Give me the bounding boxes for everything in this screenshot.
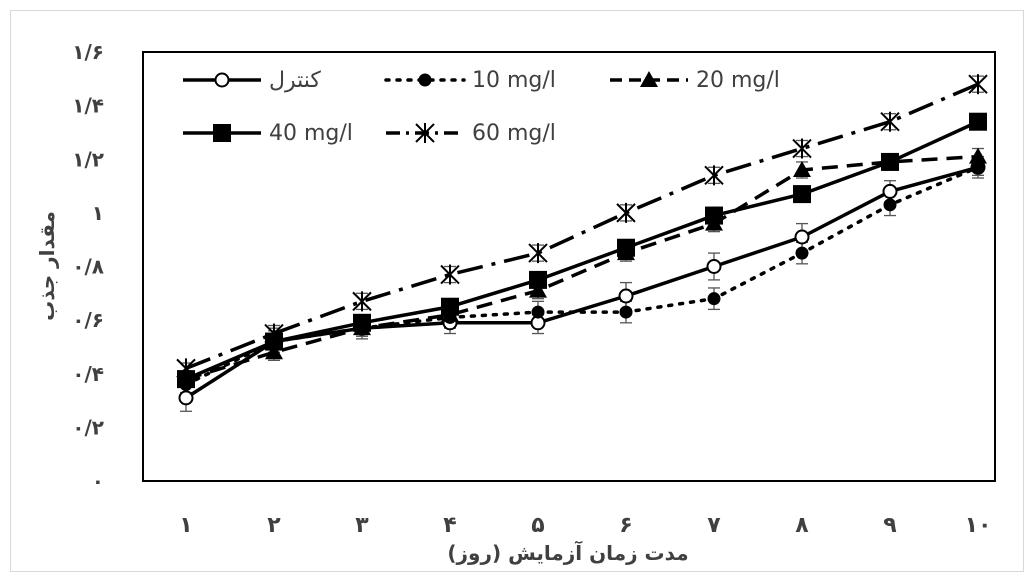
- legend-marker: [415, 123, 435, 143]
- legend-entry-2: 10 mg/l: [384, 68, 556, 93]
- data-point-s5: [264, 323, 284, 344]
- x-tick-label: ۷: [707, 513, 721, 538]
- data-point-s4: [617, 238, 635, 257]
- data-point-s2: [619, 305, 633, 319]
- x-axis-title: مدت زمان آزمایش (روز): [447, 540, 688, 565]
- x-tick-label: ۳: [355, 513, 369, 538]
- x-tick-label: ۱۰: [965, 513, 992, 538]
- data-point-s1: [882, 183, 898, 199]
- data-point-s3: [265, 343, 283, 360]
- data-point-s1: [618, 288, 634, 304]
- data-point-s5: [176, 358, 196, 379]
- y-tick-label: ۱: [92, 201, 104, 225]
- data-point-s3: [793, 160, 811, 177]
- data-point-s4: [705, 206, 723, 225]
- x-tick-label: ۱: [179, 513, 192, 538]
- y-tick-label: ۰: [92, 469, 104, 493]
- data-point-s5: [792, 138, 812, 159]
- legend-label: 20 mg/l: [696, 68, 780, 93]
- series-line-5: [185, 82, 979, 371]
- legend-marker: [214, 72, 230, 88]
- x-tick-label: ۶: [619, 513, 632, 538]
- data-point-s5: [528, 243, 548, 264]
- y-tick-label: ۰/۸: [72, 255, 104, 279]
- y-tick-label: ۱/۶: [72, 40, 104, 64]
- legend-marker: [213, 124, 231, 142]
- x-axis: ۱ ۲ ۳ ۴ ۵ ۶ ۷ ۸ ۹ ۱۰: [179, 513, 991, 538]
- plot-area: [142, 51, 996, 482]
- data-point-s5: [968, 74, 988, 95]
- data-point-s2: [707, 292, 721, 306]
- data-point-s2: [531, 305, 545, 319]
- x-tick-label: ۲: [267, 513, 281, 538]
- series-line-3: [185, 154, 979, 381]
- legend-label: 10 mg/l: [472, 68, 556, 93]
- data-point-s1: [794, 229, 810, 245]
- legend-marker: [640, 71, 658, 87]
- legend-entry-1: کنترل: [183, 68, 321, 93]
- y-tick-label: ۱/۲: [72, 147, 104, 171]
- series-lines: [184, 82, 980, 400]
- legend-entry-5: 60 mg/l: [386, 121, 556, 146]
- data-point-s4: [353, 313, 371, 332]
- data-point-s4: [177, 370, 195, 389]
- data-point-s5: [616, 202, 636, 223]
- data-point-s4: [529, 270, 547, 289]
- data-point-s5: [440, 264, 460, 285]
- y-axis: ۰ ۰/۲ ۰/۴ ۰/۶ ۰/۸ ۱ ۱/۲ ۱/۴ ۱/۶: [72, 40, 104, 493]
- x-tick-label: ۸: [795, 513, 809, 538]
- y-tick-label: ۱/۴: [72, 94, 104, 118]
- data-point-s2: [883, 198, 897, 212]
- x-tick-label: ۵: [531, 513, 544, 538]
- legend-label: 60 mg/l: [472, 121, 556, 146]
- figure-frame: [10, 10, 1024, 572]
- data-point-s3: [969, 147, 987, 164]
- legend-label: 40 mg/l: [269, 121, 353, 146]
- y-tick-label: ۰/۴: [72, 362, 104, 386]
- data-point-s5: [880, 111, 900, 132]
- series-markers: [176, 74, 988, 406]
- data-point-s3: [529, 281, 547, 298]
- legend-entry-4: 40 mg/l: [183, 121, 353, 146]
- data-point-s4: [441, 297, 459, 316]
- data-point-s2: [971, 160, 985, 174]
- x-tick-label: ۴: [443, 513, 456, 538]
- data-point-s4: [969, 112, 987, 131]
- data-point-s2: [795, 246, 809, 260]
- data-point-s4: [793, 185, 811, 204]
- y-tick-label: ۰/۲: [72, 415, 104, 439]
- data-point-s1: [178, 390, 194, 406]
- legend-label: کنترل: [269, 68, 321, 93]
- data-point-s5: [704, 165, 724, 186]
- data-point-s1: [706, 259, 722, 274]
- y-axis-title: مقدار جذب: [35, 211, 59, 321]
- data-point-s4: [881, 152, 899, 171]
- x-tick-label: ۹: [883, 513, 896, 538]
- series-line-4: [185, 120, 979, 381]
- y-tick-label: ۰/۶: [72, 308, 104, 332]
- legend-marker: [418, 73, 432, 87]
- legend-entry-3: 20 mg/l: [610, 68, 780, 93]
- series-line-2: [184, 165, 980, 387]
- legend: کنترل 10 mg/l 20 mg/l 40 mg/l 60 mg/l: [183, 68, 780, 146]
- data-point-s5: [352, 291, 372, 312]
